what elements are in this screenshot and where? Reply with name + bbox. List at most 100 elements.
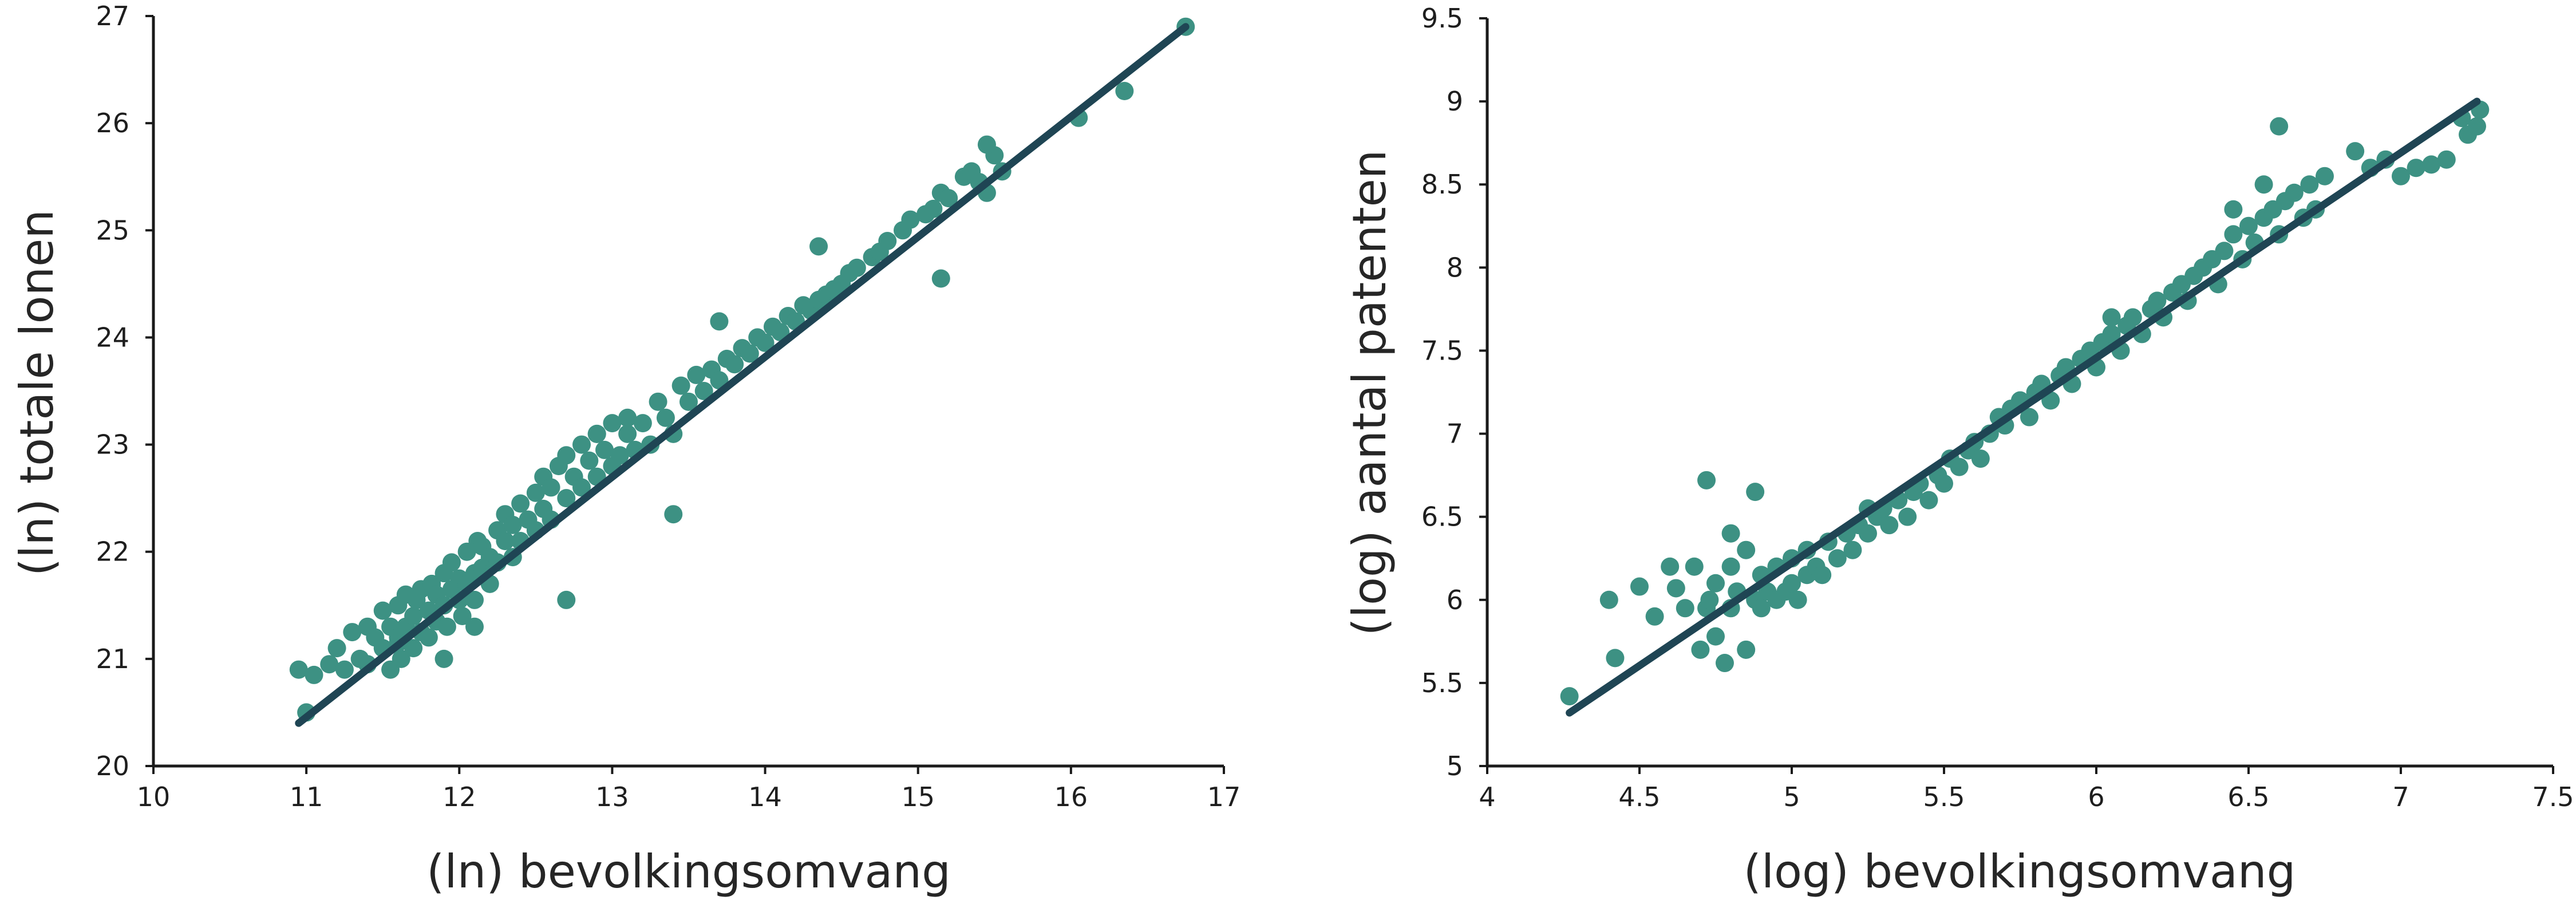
- scatter-points: [289, 17, 1195, 722]
- x-tick-label: 6.5: [2227, 781, 2269, 812]
- x-tick-label: 4: [1479, 781, 1495, 812]
- data-point: [2316, 167, 2334, 185]
- data-point: [1666, 579, 1685, 598]
- x-tick-label: 5: [1783, 781, 1800, 812]
- data-point: [557, 590, 576, 609]
- data-point: [1721, 524, 1740, 543]
- data-point: [2254, 175, 2273, 194]
- y-tick-label: 7: [1447, 419, 1463, 449]
- data-point: [465, 590, 484, 609]
- data-point: [809, 237, 828, 256]
- data-point: [1752, 599, 1771, 618]
- data-point: [404, 639, 423, 658]
- x-tick-label: 11: [290, 781, 323, 812]
- data-point: [2224, 200, 2243, 219]
- data-point: [1950, 457, 1969, 476]
- data-point: [2102, 325, 2121, 344]
- data-point: [1685, 557, 1704, 576]
- data-point: [2239, 216, 2258, 235]
- x-tick-label: 5.5: [1923, 781, 1965, 812]
- y-tick-label: 21: [96, 644, 129, 674]
- data-point: [1560, 687, 1579, 706]
- y-tick-label: 9.5: [1421, 3, 1463, 34]
- y-tick-label: 8: [1447, 252, 1463, 283]
- x-tick-label: 12: [442, 781, 476, 812]
- data-point: [434, 649, 453, 668]
- data-point: [1746, 483, 1765, 502]
- x-tick-label: 14: [748, 781, 782, 812]
- data-point: [2392, 167, 2410, 185]
- data-point: [725, 355, 744, 374]
- data-point: [924, 199, 943, 218]
- data-point: [1880, 516, 1899, 535]
- data-point: [1697, 471, 1716, 489]
- tick-marks: [1479, 17, 2554, 774]
- data-point: [2215, 242, 2234, 260]
- data-point: [1783, 574, 1801, 593]
- data-point: [1676, 599, 1694, 618]
- data-point: [687, 365, 706, 384]
- data-point: [1630, 577, 1649, 596]
- data-point: [1813, 566, 1832, 585]
- data-point: [327, 639, 346, 658]
- data-point: [977, 135, 996, 154]
- data-point: [847, 258, 866, 277]
- data-point: [603, 414, 622, 433]
- data-point: [618, 424, 637, 443]
- data-point: [756, 333, 775, 352]
- data-point: [335, 660, 354, 679]
- y-axis-title: (log) aantal patenten: [1343, 150, 1396, 636]
- data-point: [1828, 549, 1847, 568]
- data-point: [931, 269, 950, 288]
- data-point: [595, 440, 614, 459]
- tick-labels: 4 4.5 5 5.5 6 6.5 7 7.5 5 5.5 6 6.5 7 7.5 8 8.5 9 9.5: [1421, 3, 2574, 812]
- data-point: [1706, 627, 1725, 646]
- data-point: [465, 617, 484, 636]
- data-point: [496, 532, 515, 550]
- data-point: [343, 623, 362, 642]
- x-tick-label: 7: [2392, 781, 2409, 812]
- data-point: [1606, 649, 1625, 668]
- data-point: [289, 660, 308, 679]
- data-point: [442, 553, 461, 572]
- x-tick-label: 4.5: [1618, 781, 1660, 812]
- data-point: [2102, 308, 2121, 327]
- y-tick-label: 9: [1447, 86, 1463, 117]
- data-point: [1706, 574, 1725, 593]
- x-tick-label: 10: [137, 781, 171, 812]
- x-tick-label: 13: [595, 781, 629, 812]
- data-point: [2020, 408, 2038, 427]
- x-tick-label: 15: [901, 781, 935, 812]
- data-point: [2123, 308, 2142, 327]
- data-point: [557, 489, 576, 508]
- data-point: [404, 607, 423, 625]
- data-point: [1919, 491, 1938, 510]
- data-point: [671, 376, 690, 395]
- data-point: [557, 446, 576, 465]
- data-point: [2437, 150, 2456, 169]
- data-point: [2285, 183, 2304, 202]
- data-point: [694, 382, 713, 400]
- y-tick-label: 7.5: [1421, 335, 1463, 366]
- data-point: [656, 408, 675, 427]
- data-point: [1737, 640, 1756, 659]
- data-point: [1971, 449, 1990, 468]
- y-tick-label: 25: [96, 215, 129, 246]
- data-point: [2148, 291, 2167, 310]
- x-axis-title: (ln) bevolkingsomvang: [426, 845, 951, 898]
- data-point: [373, 601, 392, 620]
- data-point: [740, 344, 759, 363]
- data-point: [1691, 640, 1710, 659]
- x-tick-label: 6: [2088, 781, 2104, 812]
- y-tick-label: 22: [96, 536, 129, 567]
- y-tick-label: 20: [96, 751, 129, 781]
- data-point: [1788, 590, 1807, 609]
- data-point: [939, 189, 958, 208]
- data-point: [1700, 590, 1719, 609]
- y-tick-label: 23: [96, 429, 129, 460]
- data-point: [572, 478, 591, 497]
- data-point: [710, 312, 729, 331]
- y-tick-label: 5.5: [1421, 668, 1463, 698]
- data-point: [664, 505, 683, 524]
